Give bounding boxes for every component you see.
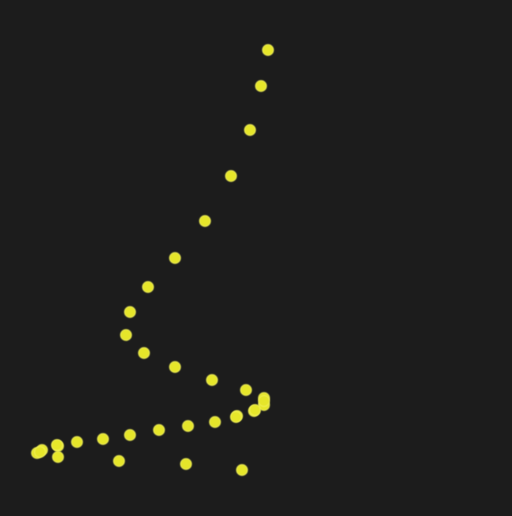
dot [71, 436, 83, 448]
dot [240, 384, 252, 396]
dot [34, 446, 46, 458]
dot [52, 451, 64, 463]
dot [113, 455, 125, 467]
dot [142, 281, 154, 293]
dot [51, 439, 63, 451]
dot [97, 433, 109, 445]
dot [236, 464, 248, 476]
dot [120, 329, 132, 341]
dot [244, 124, 256, 136]
dot [199, 215, 211, 227]
dot-group [31, 44, 274, 476]
dot [249, 404, 261, 416]
dot [209, 416, 221, 428]
dot [262, 44, 274, 56]
dot [138, 347, 150, 359]
dot [255, 80, 267, 92]
dot [153, 424, 165, 436]
dot [169, 361, 181, 373]
dot [182, 420, 194, 432]
dot [258, 395, 270, 407]
dot [180, 458, 192, 470]
dot [230, 411, 242, 423]
dot [124, 306, 136, 318]
dot [225, 170, 237, 182]
dot [169, 252, 181, 264]
dot [206, 374, 218, 386]
dot [124, 429, 136, 441]
